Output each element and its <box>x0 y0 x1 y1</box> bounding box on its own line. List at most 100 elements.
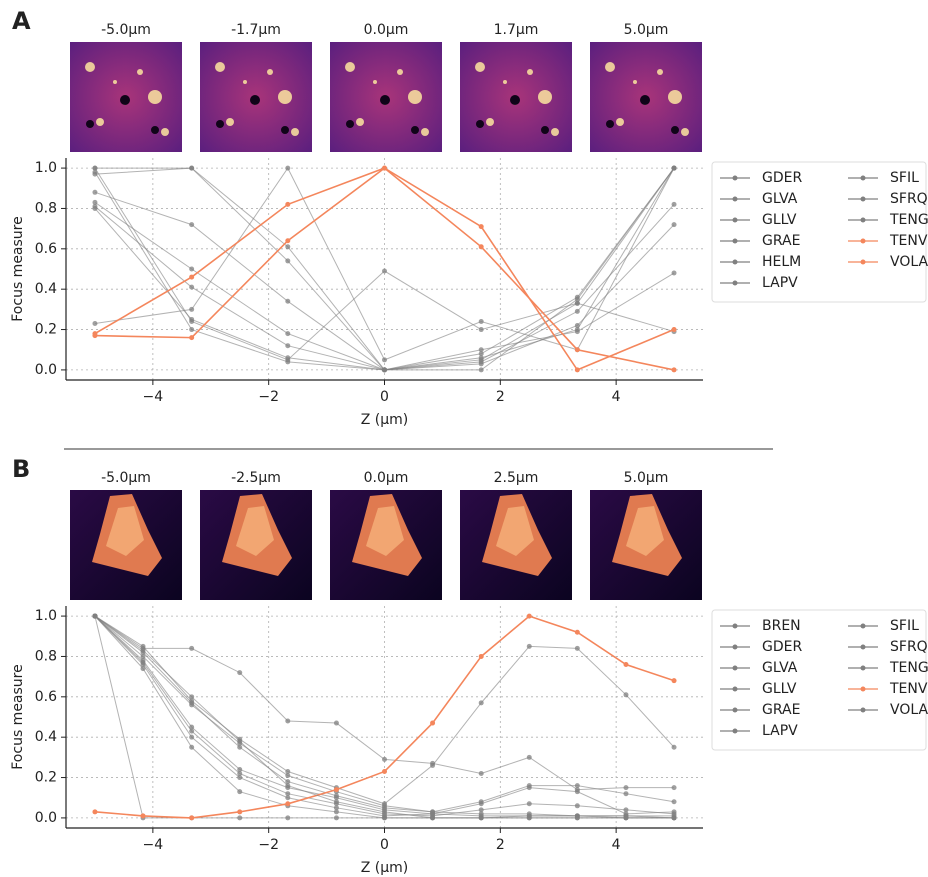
data-point <box>189 284 195 290</box>
data-point <box>478 807 484 813</box>
x-tick-label: 0 <box>380 837 389 853</box>
legend-label: SFRQ <box>890 191 928 207</box>
data-point <box>285 801 291 807</box>
data-point <box>382 268 387 274</box>
legend-marker <box>860 686 866 692</box>
data-point <box>478 327 484 333</box>
data-point <box>285 201 291 207</box>
legend-label: LAPV <box>762 275 798 291</box>
legend-label: HELM <box>762 254 801 270</box>
data-point <box>574 347 580 353</box>
legend-marker <box>732 728 738 734</box>
legend-label: TENG <box>889 660 928 676</box>
micrograph <box>200 42 312 152</box>
data-point <box>237 775 243 781</box>
data-point <box>478 244 484 250</box>
data-point <box>140 813 146 819</box>
image-spot <box>408 90 422 104</box>
data-point <box>382 367 387 373</box>
micrograph <box>200 490 312 600</box>
legend-marker <box>732 217 738 223</box>
data-point <box>189 694 195 700</box>
legend-label: TENV <box>889 233 928 249</box>
data-point <box>285 359 291 365</box>
data-point <box>140 662 146 668</box>
data-point <box>285 258 291 264</box>
data-point <box>237 670 243 676</box>
image-spot <box>475 62 485 72</box>
data-point <box>285 298 291 304</box>
image-spot <box>538 90 552 104</box>
x-tick-label: −4 <box>143 837 164 853</box>
image-spot <box>161 128 169 136</box>
data-point <box>526 754 532 760</box>
image-spot <box>527 69 533 75</box>
data-point <box>189 327 195 333</box>
legend-label: GDER <box>762 170 802 186</box>
data-point <box>140 643 146 649</box>
y-tick-label: 0.0 <box>35 362 57 378</box>
image-spot <box>681 128 689 136</box>
legend-marker <box>732 644 738 650</box>
data-point <box>574 645 580 651</box>
legend-marker <box>732 196 738 202</box>
data-point <box>526 801 532 807</box>
data-point <box>671 815 677 821</box>
image-spot <box>411 126 419 134</box>
data-point <box>574 300 580 306</box>
legend-label: SFIL <box>890 170 919 186</box>
legend-marker <box>860 196 866 202</box>
data-point <box>526 643 532 649</box>
data-point <box>574 367 580 373</box>
y-tick-label: 0.4 <box>35 281 57 297</box>
panel-label: A <box>12 7 31 35</box>
image-spot <box>510 95 520 105</box>
data-point <box>478 653 484 659</box>
data-point <box>189 744 195 750</box>
image-spot <box>291 128 299 136</box>
image-spot <box>605 62 615 72</box>
image-spot <box>226 118 234 126</box>
legend-marker <box>860 623 866 629</box>
y-tick-label: 0.4 <box>35 729 57 745</box>
legend-label: VOLA <box>890 254 928 270</box>
legend-label: TENG <box>889 212 928 228</box>
legend-label: GLVA <box>762 191 798 207</box>
image-label: -5.0μm <box>101 470 151 486</box>
micrograph <box>70 42 182 152</box>
data-point <box>189 724 195 730</box>
data-point <box>285 791 291 797</box>
legend-box <box>711 161 927 303</box>
data-point <box>333 809 339 815</box>
image-label: -5.0μm <box>101 22 151 38</box>
data-point <box>623 662 629 668</box>
image-label: -1.7μm <box>231 22 281 38</box>
legend-label: VOLA <box>890 702 928 718</box>
data-point <box>189 318 195 324</box>
data-point <box>623 692 629 698</box>
image-spot <box>148 90 162 104</box>
image-blob <box>366 506 404 556</box>
legend-label: GRAE <box>762 702 800 718</box>
data-point <box>430 762 436 768</box>
data-point <box>574 783 580 789</box>
legend-label: LAPV <box>762 723 798 739</box>
image-label: -2.5μm <box>231 470 281 486</box>
data-point <box>285 783 291 789</box>
x-tick-label: 4 <box>612 389 621 405</box>
y-tick-label: 1.0 <box>35 608 57 624</box>
image-spot <box>281 126 289 134</box>
data-point <box>92 199 98 205</box>
image-spot <box>356 118 364 126</box>
data-point <box>623 807 629 813</box>
x-axis-label: Z (μm) <box>361 412 409 428</box>
y-tick-label: 0.8 <box>35 200 57 216</box>
data-point <box>430 815 436 821</box>
data-point <box>92 320 98 326</box>
image-spot <box>120 95 130 105</box>
data-point <box>92 169 98 175</box>
image-label: 0.0μm <box>364 470 409 486</box>
image-label: 1.7μm <box>494 22 539 38</box>
image-spot <box>668 90 682 104</box>
